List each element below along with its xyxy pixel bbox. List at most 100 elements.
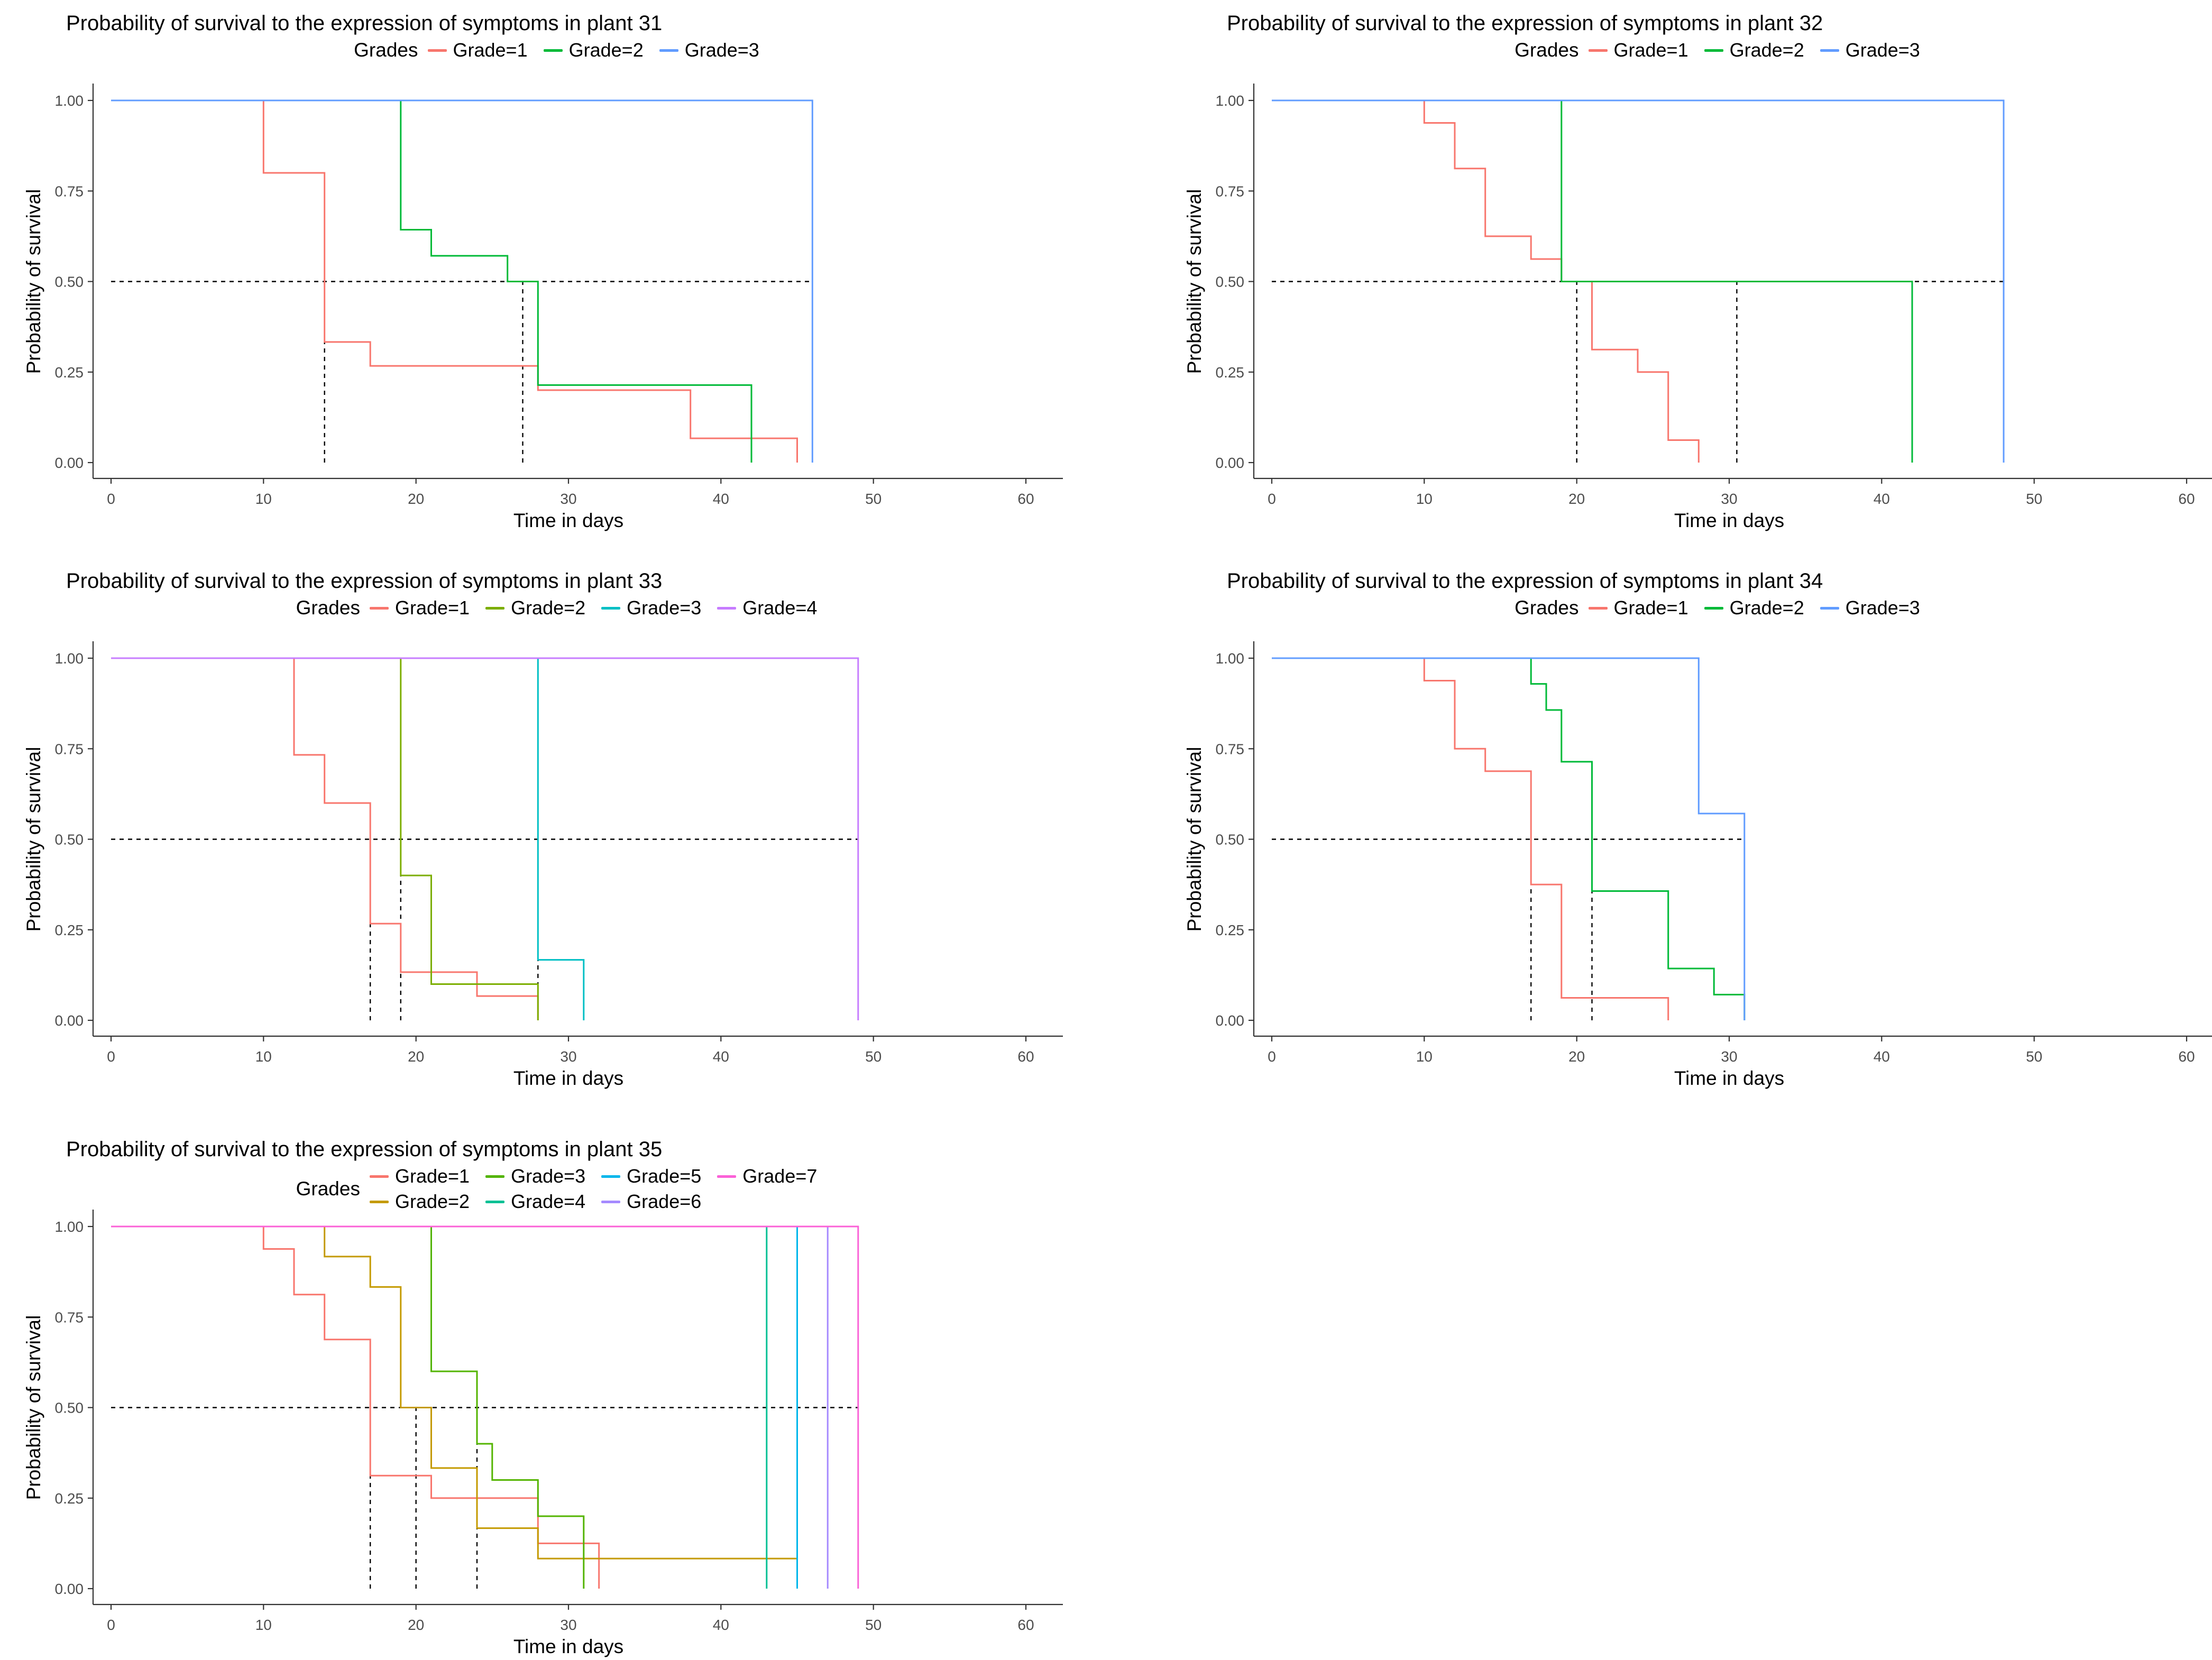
legend-label-grade-7: Grade=7 [742,1165,818,1187]
y-tick-labels: 0.00 0.25 0.50 0.75 1.00 [55,650,84,1029]
chart-canvas: 0.00 0.25 0.50 0.75 1.00 0 10 20 30 40 50 60 Time in… [23,1210,1063,1657]
x-tick-label: 0 [107,1048,115,1065]
legend-item-grade-1: Grade=1 [427,39,528,61]
legend-row: Grade=1 Grade=3 Grade=5 Grade=7 [369,1165,817,1187]
legend-key-grade-1 [1588,49,1608,52]
x-tick-label: 60 [2178,491,2195,507]
y-tick-label: 1.00 [55,93,84,109]
x-tick-label: 30 [560,1048,576,1065]
legend-label-grade-6: Grade=6 [627,1191,702,1212]
axes [88,84,1063,484]
legend-title: Grades [354,39,418,61]
legend-item-grade-1: Grade=1 [369,597,470,619]
y-tick-label: 0.25 [1216,922,1245,938]
x-tick-label: 20 [1568,1048,1585,1065]
median-lines [111,838,859,1020]
legend-key-grade-4 [717,606,737,610]
x-tick-label: 40 [1874,491,1890,507]
legend-item-grade-1: Grade=1 [1588,597,1688,619]
legend-key-grade-7 [717,1175,737,1178]
legend-item-grade-4: Grade=4 [717,597,817,619]
x-tick-label: 0 [107,491,115,507]
legend-key-grade-5 [601,1175,621,1178]
legend-title: Grades [1515,597,1579,619]
legend-key-grade-2 [369,1200,389,1203]
legend: Grades Grade=1 Grade=2 Grade=3 [1177,597,2212,619]
survival-curve-grade-1 [111,657,539,1020]
x-tick-label: 20 [408,1617,424,1633]
survival-curve-grade-2 [111,99,752,463]
legend-item-grade-3: Grade=3 [485,1165,585,1187]
legend-label-grade-4: Grade=4 [511,1191,586,1212]
legend-item-grade-7: Grade=7 [717,1165,817,1187]
survival-curve-grade-1 [111,99,798,463]
x-tick-label: 10 [1416,491,1433,507]
y-tick-label: 0.75 [1216,183,1245,199]
x-tick-labels: 0 10 20 30 40 50 60 [107,1617,1034,1633]
x-tick-label: 60 [2178,1048,2195,1065]
legend-rows: Grade=1 Grade=2 Grade=3 [1588,39,1920,61]
axes [88,641,1063,1041]
legend-item-grade-3: Grade=3 [601,597,701,619]
y-tick-label: 0.00 [55,1581,84,1597]
survival-curve-grade-2 [111,1225,798,1589]
legend-rows: Grade=1 Grade=2 Grade=3 Grade=4 [369,597,817,619]
legend-item-grade-2: Grade=2 [543,39,644,61]
y-tick-label: 0.75 [55,741,84,757]
legend-item-grade-4: Grade=4 [485,1191,585,1213]
survival-curve-grade-4 [111,657,859,1020]
survival-curve-grade-4 [111,1225,768,1589]
legend-key-grade-1 [369,606,389,610]
survival-curve-grade-7 [111,1225,859,1589]
legend-item-grade-2: Grade=2 [369,1191,470,1213]
y-tick-label: 1.00 [1216,650,1245,667]
legend-key-grade-1 [1588,606,1608,610]
legend-rows: Grade=1 Grade=3 Grade=5 Grade=7 Grade=2 Grade… [369,1165,817,1213]
legend-label-grade-3: Grade=3 [1845,39,1920,61]
chart-title: Probability of survival to the expressio… [66,1138,663,1161]
y-tick-label: 0.00 [55,455,84,471]
y-tick-label: 0.75 [55,1309,84,1325]
x-tick-label: 50 [865,1048,882,1065]
x-tick-label: 60 [1017,491,1034,507]
legend-title: Grades [296,1178,360,1200]
x-tick-label: 40 [713,1617,729,1633]
legend: Grades Grade=1 Grade=3 Grade=5 Grade=7 Grade=… [16,1165,1097,1213]
x-tick-label: 0 [1268,491,1276,507]
x-tick-labels: 0 10 20 30 40 50 60 [107,491,1034,507]
x-tick-labels: 0 10 20 30 40 50 60 [1268,1048,2195,1065]
legend-title: Grades [1515,39,1579,61]
legend-label-grade-3: Grade=3 [1845,597,1920,619]
legend-key-grade-2 [485,606,505,610]
legend-label-grade-1: Grade=1 [1613,39,1688,61]
x-tick-label: 20 [1568,491,1585,507]
legend-key-grade-2 [543,49,563,52]
chart-title: Probability of survival to the expressio… [1227,12,1823,35]
x-tick-label: 20 [408,491,424,507]
y-tick-label: 0.75 [1216,741,1245,757]
axes [88,1210,1063,1610]
chart-canvas: 0.00 0.25 0.50 0.75 1.00 0 10 20 30 40 50 60 Time in… [23,84,1063,531]
legend-label-grade-1: Grade=1 [394,597,470,619]
chart-title: Probability of survival to the expressio… [66,569,663,593]
y-axis-title: Probability of survival [23,1315,44,1500]
survival-chart-plant-31: Probability of survival to the expressio… [16,0,1097,534]
y-tick-label: 1.00 [55,1219,84,1235]
survival-chart-plant-33: Probability of survival to the expressio… [16,558,1097,1092]
x-tick-label: 50 [865,491,882,507]
legend-title: Grades [296,597,360,619]
legend-label-grade-1: Grade=1 [394,1165,470,1187]
x-axis-title: Time in days [513,1067,623,1089]
x-axis-title: Time in days [1674,510,1784,531]
legend: Grades Grade=1 Grade=2 Grade=3 [16,39,1097,61]
y-axis-title: Probability of survival [1183,189,1205,374]
legend-label-grade-4: Grade=4 [742,597,818,619]
median-lines [111,1407,859,1589]
survival-chart-plant-34: Probability of survival to the expressio… [1177,558,2212,1092]
survival-curve-grade-3 [1272,99,2005,463]
survival-curve-grade-3 [111,1225,585,1589]
y-tick-label: 0.50 [55,274,84,290]
survival-curve-grade-3 [111,99,813,463]
axes [1249,84,2212,484]
legend: Grades Grade=1 Grade=2 Grade=3 [1177,39,2212,61]
